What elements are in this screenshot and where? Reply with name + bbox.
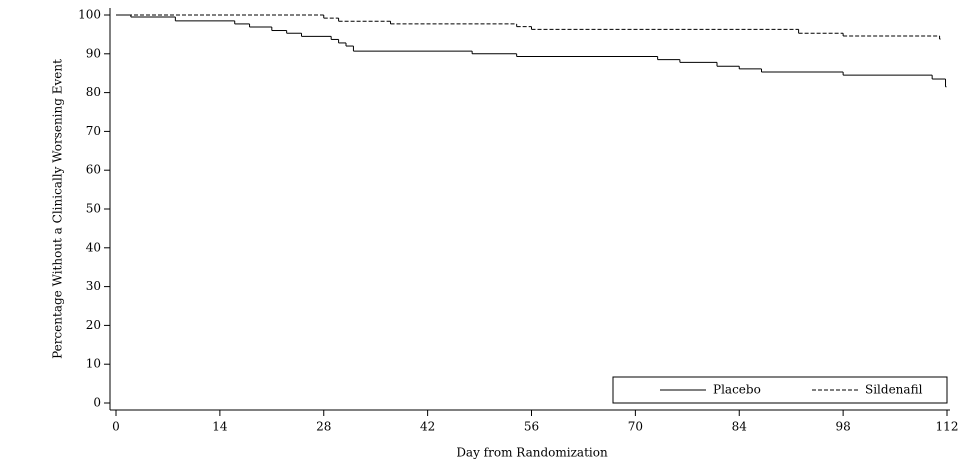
y-tick-label: 50: [86, 202, 101, 216]
x-tick-label: 42: [420, 420, 435, 434]
y-tick-label: 70: [86, 124, 101, 138]
y-tick-label: 90: [86, 46, 101, 60]
y-tick-label: 80: [86, 85, 101, 99]
y-tick-label: 30: [86, 279, 101, 293]
y-tick-label: 0: [93, 396, 101, 410]
y-tick-label: 100: [78, 8, 101, 22]
legend-label: Sildenafil: [865, 383, 923, 397]
y-tick-label: 10: [86, 357, 101, 371]
x-tick-label: 70: [628, 420, 643, 434]
legend-label: Placebo: [713, 383, 761, 397]
x-axis-label: Day from Randomization: [456, 446, 608, 460]
x-tick-label: 84: [732, 420, 748, 434]
x-tick-label: 98: [835, 420, 850, 434]
y-tick-label: 60: [86, 163, 101, 177]
x-tick-label: 28: [316, 420, 331, 434]
y-axis-label: Percentage Without a Clinically Worsenin…: [51, 59, 65, 359]
x-tick-label: 112: [936, 420, 959, 434]
x-tick-label: 56: [524, 420, 539, 434]
x-tick-label: 14: [212, 420, 228, 434]
y-tick-label: 40: [86, 240, 101, 254]
x-tick-label: 0: [112, 420, 120, 434]
y-tick-label: 20: [86, 318, 101, 332]
